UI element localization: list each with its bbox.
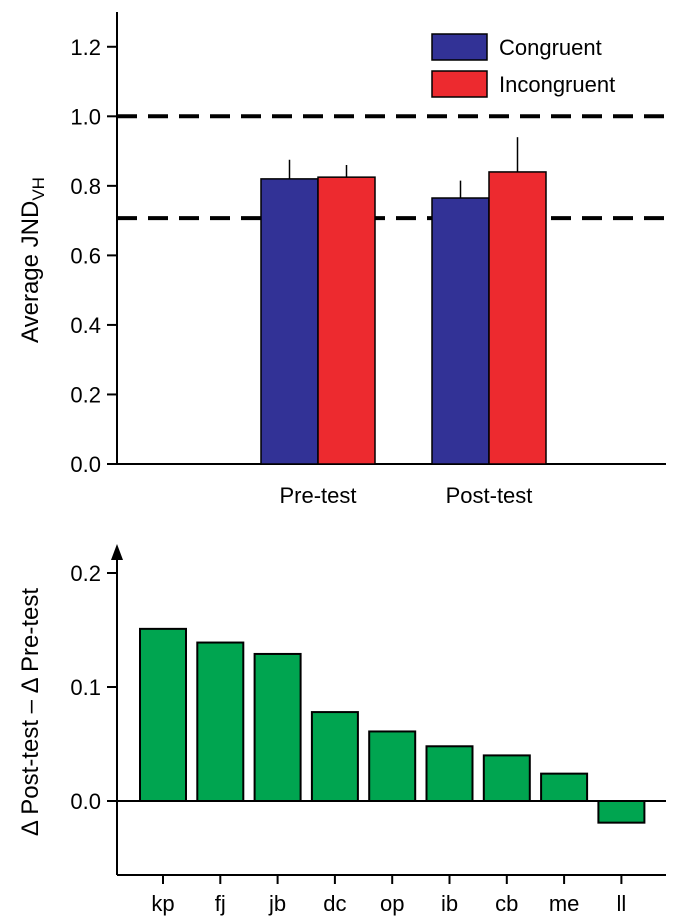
x-tick-label: Pre-test [279, 483, 356, 508]
y-tick-label: 1.0 [70, 104, 101, 129]
legend-label: Incongruent [499, 72, 615, 97]
bar-subject-jb [253, 652, 302, 802]
chart-delta-by-subject: 0.0 0.1 0.2 kp fj jb dc op ib cb me ll Δ Post-test… [17, 544, 666, 916]
bar-incongruent-post-test [488, 171, 547, 465]
bar-incongruent-pre-test [317, 176, 376, 465]
x-tick-label: ib [441, 891, 458, 916]
legend-label: Congruent [499, 35, 602, 60]
x-tick-label: op [380, 891, 404, 916]
x-tick-label: dc [323, 891, 346, 916]
y-tick-label: 0.2 [70, 561, 101, 586]
x-tick-label: fj [215, 891, 226, 916]
bar-subject-me [540, 772, 589, 803]
bar-subject-op [368, 730, 417, 803]
bar-subject-kp [139, 627, 187, 802]
y-tick-label: 0.1 [70, 675, 101, 700]
y-tick-label: 0.6 [70, 243, 101, 268]
bar-subject-cb [482, 754, 531, 803]
y-tick-label: 0.4 [70, 313, 101, 338]
y-axis-title: Average JNDVH [17, 177, 48, 343]
y-tick-label: 0.0 [70, 452, 101, 477]
y-axis-title: Δ Post-test – Δ Pre-test [17, 588, 44, 836]
x-tick-label: ll [617, 891, 627, 916]
x-tick-label: cb [495, 891, 518, 916]
x-tick-label: Post-test [446, 483, 533, 508]
bar-subject-dc [310, 711, 359, 803]
legend-swatch-incongruent [431, 70, 488, 98]
y-tick-label: 0.8 [70, 174, 101, 199]
y-tick-label: 0.0 [70, 789, 101, 814]
chart-jnd-by-test: 0.00.20.40.60.81.01.2 Pre-test Post-test … [17, 12, 666, 508]
bar-subject-ll [597, 800, 646, 824]
x-tick-label: jb [268, 891, 286, 916]
bar-congruent-post-test [431, 197, 490, 465]
bar-subject-fj [196, 641, 245, 802]
bar-subject-ib [425, 745, 474, 803]
legend: Congruent Incongruent [431, 33, 615, 98]
x-tick-label: kp [151, 891, 174, 916]
x-tick-label: me [549, 891, 580, 916]
y-tick-label: 1.2 [70, 35, 101, 60]
bar-congruent-pre-test [260, 178, 319, 465]
legend-swatch-congruent [431, 33, 488, 61]
y-axis-arrow-icon [111, 544, 123, 560]
y-tick-label: 0.2 [70, 382, 101, 407]
